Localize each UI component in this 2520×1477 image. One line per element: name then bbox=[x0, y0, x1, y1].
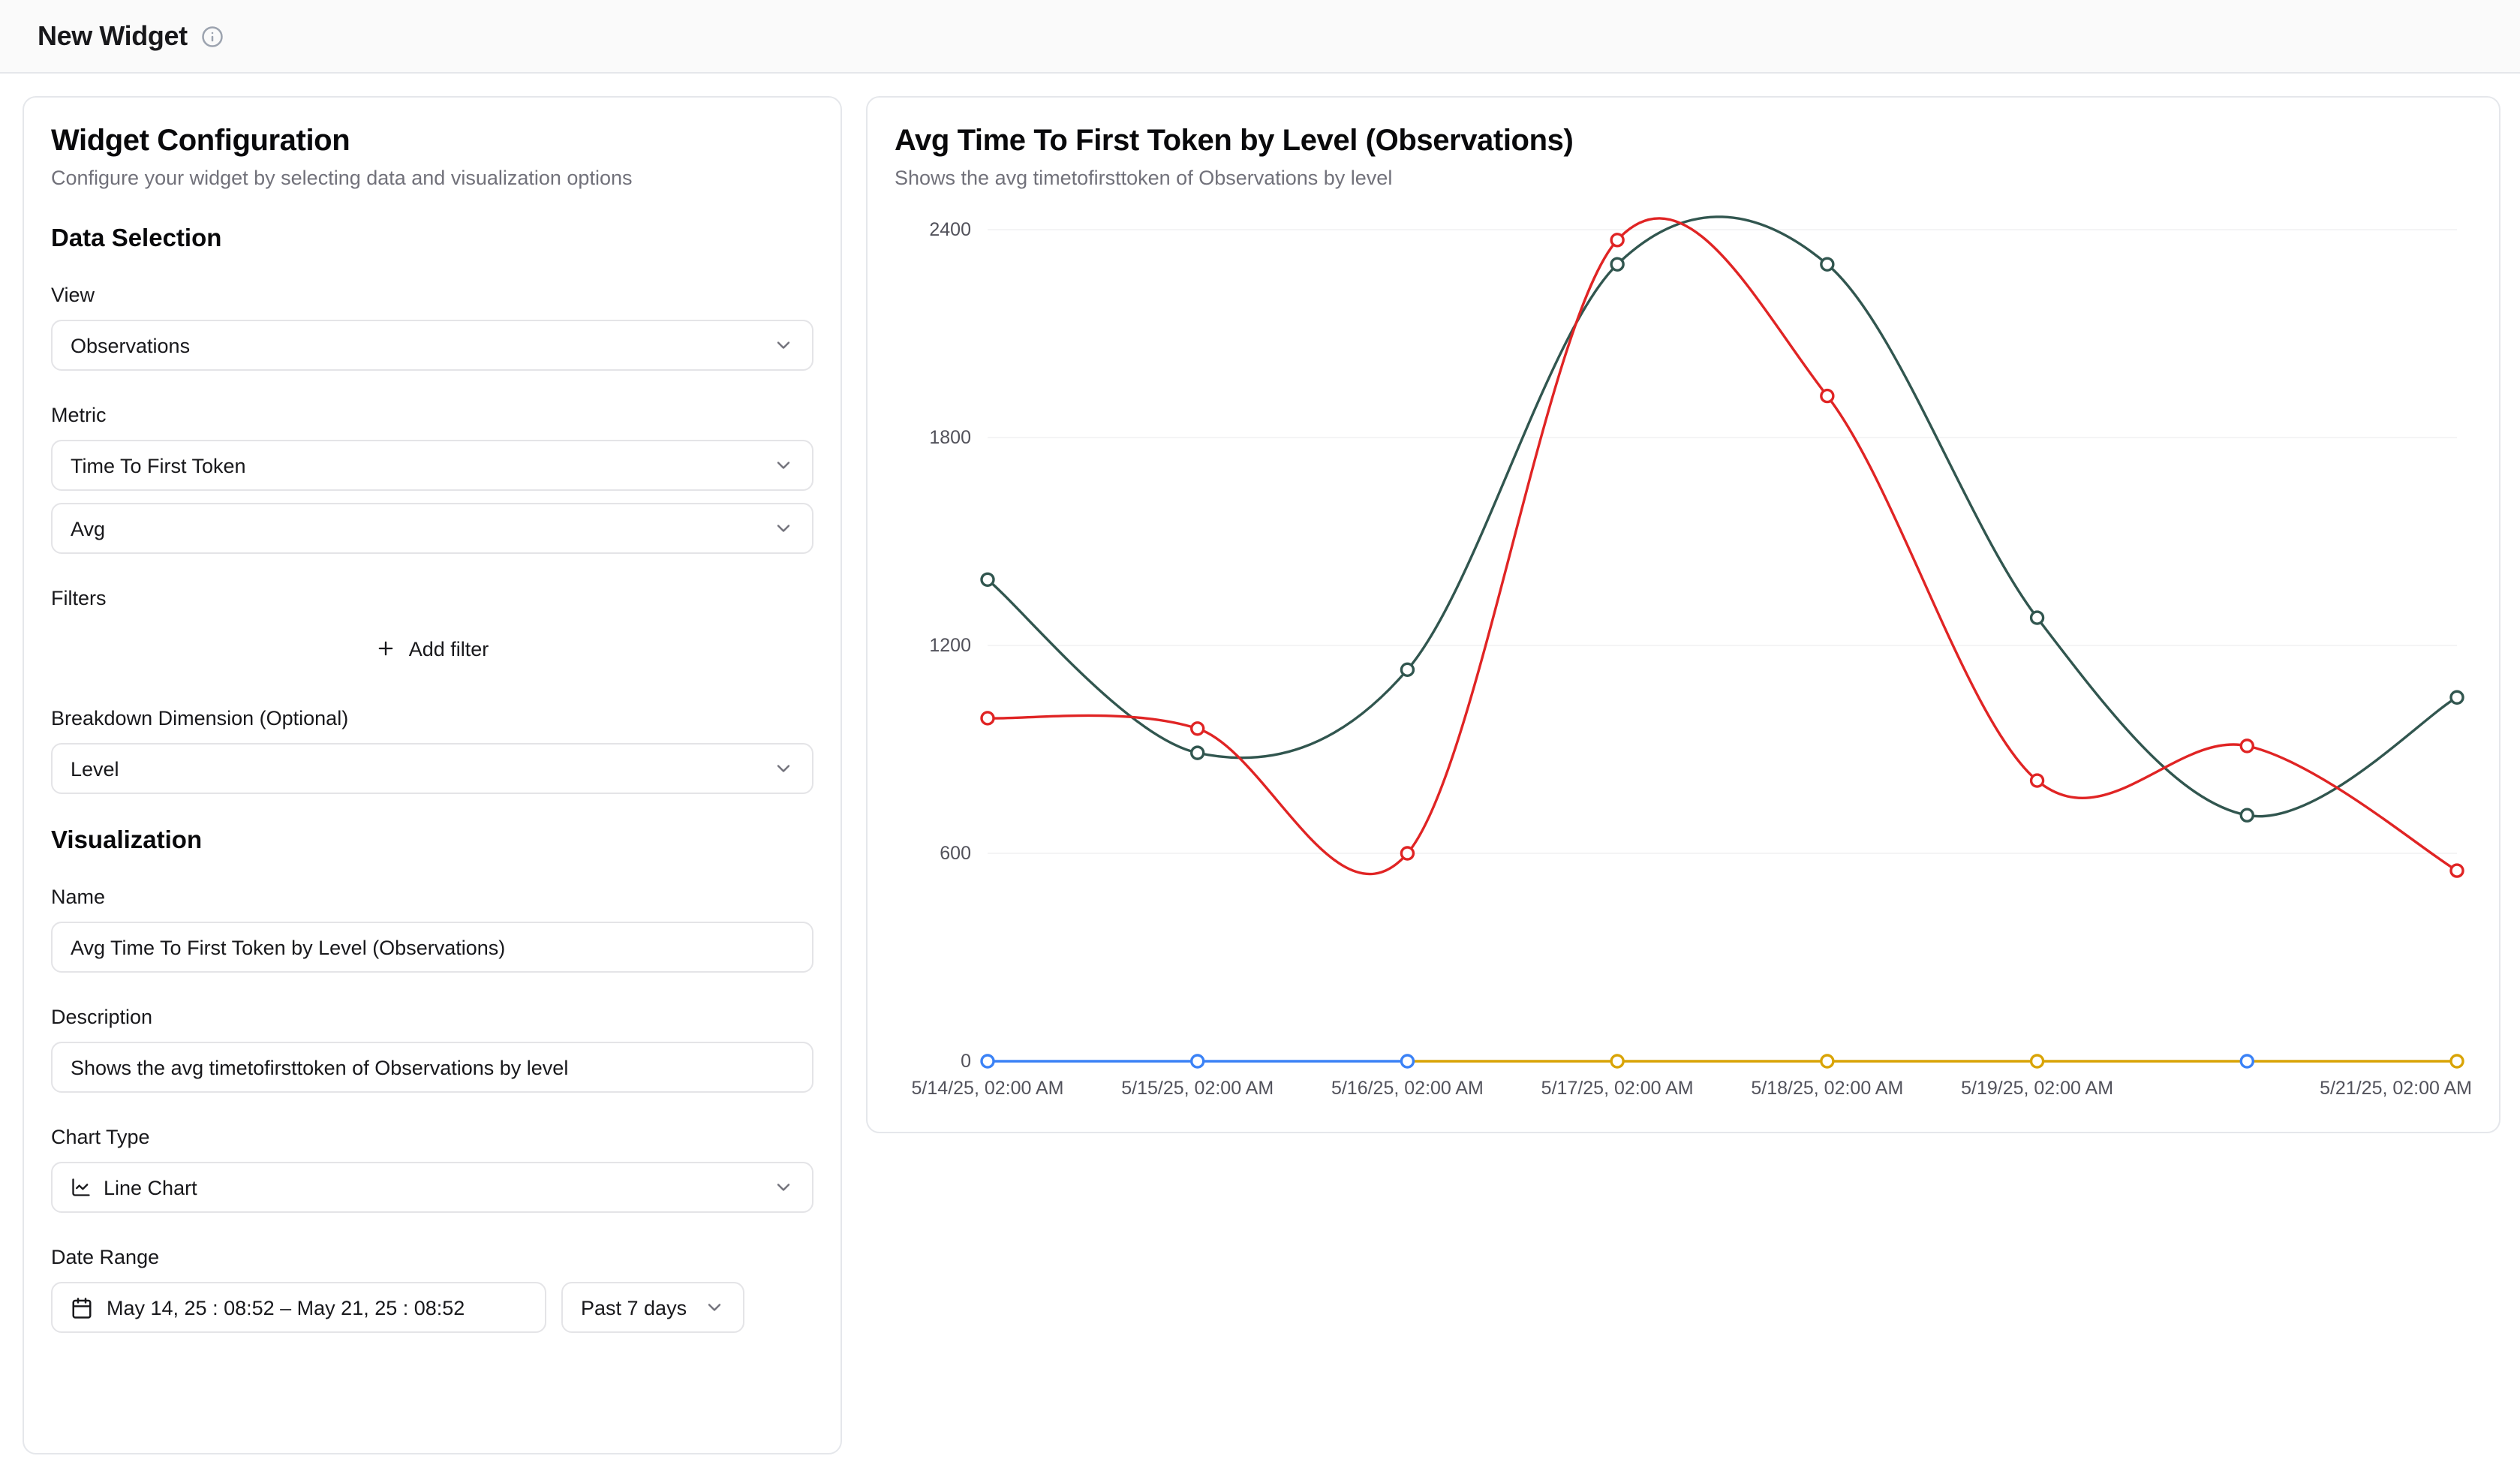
data-point-teal bbox=[2449, 690, 2464, 705]
x-axis-tick-label: 5/18/25, 02:00 AM bbox=[1751, 1078, 1903, 1099]
data-point-amber bbox=[1820, 1054, 1835, 1069]
config-subtitle: Configure your widget by selecting data … bbox=[51, 167, 633, 189]
series-line-teal bbox=[986, 215, 2458, 818]
description-input[interactable] bbox=[51, 1042, 813, 1093]
y-axis-tick-label: 0 bbox=[961, 1051, 971, 1072]
page-header: New Widget bbox=[0, 0, 2520, 74]
view-select[interactable]: Observations bbox=[51, 320, 813, 371]
series-line-red bbox=[987, 217, 2458, 876]
breakdown-field: Breakdown Dimension (Optional) Level bbox=[51, 707, 813, 794]
data-point-blue bbox=[980, 1054, 995, 1069]
visualization-heading: Visualization bbox=[51, 827, 203, 854]
data-point-red bbox=[1400, 846, 1415, 861]
chevron-down-icon bbox=[704, 1297, 725, 1318]
y-axis-tick-label: 600 bbox=[940, 843, 971, 864]
data-point-teal bbox=[1820, 257, 1835, 272]
description-label: Description bbox=[51, 1006, 153, 1028]
data-point-teal bbox=[2029, 610, 2045, 625]
data-point-red bbox=[980, 711, 995, 726]
chevron-down-icon bbox=[773, 455, 794, 476]
chart-title: Avg Time To First Token by Level (Observ… bbox=[895, 125, 1574, 158]
page-title: New Widget bbox=[38, 20, 188, 50]
breakdown-select-value: Level bbox=[71, 757, 119, 780]
line-chart[interactable]: 0 600 1200 1800 2400 5/14/25, 02:00 AM 5/15/25… bbox=[895, 207, 2472, 1108]
data-selection-heading: Data Selection bbox=[51, 225, 222, 252]
date-range-value: May 14, 25 : 08:52 – May 21, 25 : 08:52 bbox=[107, 1296, 465, 1319]
data-point-blue bbox=[2239, 1054, 2254, 1069]
description-field: Description bbox=[51, 1006, 813, 1093]
chevron-down-icon bbox=[773, 1177, 794, 1198]
date-range-field: Date Range May 14, 25 : 08:52 – May 21, … bbox=[51, 1246, 813, 1333]
chart-type-field: Chart Type Line Chart bbox=[51, 1126, 813, 1213]
data-point-amber bbox=[2449, 1054, 2464, 1069]
chevron-down-icon bbox=[773, 518, 794, 539]
breakdown-label: Breakdown Dimension (Optional) bbox=[51, 707, 349, 729]
y-axis-tick-label: 1200 bbox=[929, 635, 971, 656]
aggregation-select-value: Avg bbox=[71, 517, 106, 540]
calendar-icon bbox=[71, 1296, 93, 1319]
aggregation-select[interactable]: Avg bbox=[51, 503, 813, 554]
x-axis-tick-label: 5/14/25, 02:00 AM bbox=[912, 1078, 1064, 1099]
date-preset-value: Past 7 days bbox=[581, 1296, 687, 1319]
x-axis-tick-label: 5/21/25, 02:00 AM bbox=[2320, 1078, 2472, 1099]
data-point-red bbox=[2449, 863, 2464, 878]
view-label: View bbox=[51, 284, 95, 306]
metric-label: Metric bbox=[51, 404, 107, 426]
line-chart-icon bbox=[71, 1177, 92, 1198]
x-axis-tick-label: 5/17/25, 02:00 AM bbox=[1541, 1078, 1694, 1099]
x-axis-tick-label: 5/15/25, 02:00 AM bbox=[1121, 1078, 1274, 1099]
date-range-label: Date Range bbox=[51, 1246, 160, 1268]
data-point-amber bbox=[2029, 1054, 2045, 1069]
chart-type-label: Chart Type bbox=[51, 1126, 150, 1148]
metric-field: Metric Time To First Token Avg bbox=[51, 404, 813, 554]
data-point-teal bbox=[980, 572, 995, 587]
add-filter-button[interactable]: Add filter bbox=[51, 623, 813, 674]
line-chart-svg: 0 600 1200 1800 2400 5/14/25, 02:00 AM 5/15/25… bbox=[912, 215, 2472, 1099]
view-field: View Observations bbox=[51, 284, 813, 371]
chart-subtitle: Shows the avg timetofirsttoken of Observ… bbox=[895, 167, 1393, 189]
data-point-red bbox=[2239, 738, 2254, 754]
data-point-red bbox=[1820, 388, 1835, 404]
name-field: Name bbox=[51, 886, 813, 973]
data-point-blue bbox=[1400, 1054, 1415, 1069]
y-axis-tick-label: 1800 bbox=[929, 427, 971, 448]
breakdown-select[interactable]: Level bbox=[51, 743, 813, 794]
name-input[interactable] bbox=[51, 922, 813, 973]
filters-field: Filters Add filter bbox=[51, 587, 813, 674]
date-preset-select[interactable]: Past 7 days bbox=[561, 1282, 744, 1333]
chart-preview-panel: Avg Time To First Token by Level (Observ… bbox=[866, 96, 2500, 1133]
data-point-amber bbox=[1610, 1054, 1625, 1069]
data-point-red bbox=[1190, 721, 1205, 736]
x-axis-tick-label: 5/19/25, 02:00 AM bbox=[1961, 1078, 2113, 1099]
data-point-teal bbox=[2239, 808, 2254, 823]
metric-select[interactable]: Time To First Token bbox=[51, 440, 813, 491]
data-point-blue bbox=[1190, 1054, 1205, 1069]
chart-type-select[interactable]: Line Chart bbox=[51, 1162, 813, 1213]
config-title: Widget Configuration bbox=[51, 125, 350, 158]
data-point-teal bbox=[1610, 257, 1625, 272]
data-point-red bbox=[1610, 233, 1625, 248]
chevron-down-icon bbox=[773, 758, 794, 779]
info-icon[interactable] bbox=[201, 25, 224, 47]
chevron-down-icon bbox=[773, 335, 794, 356]
data-point-teal bbox=[1190, 745, 1205, 760]
plus-icon bbox=[376, 638, 397, 659]
main-content: Widget Configuration Configure your widg… bbox=[0, 74, 2520, 1477]
widget-configuration-panel: Widget Configuration Configure your widg… bbox=[23, 96, 842, 1454]
metric-select-value: Time To First Token bbox=[71, 454, 246, 477]
filters-label: Filters bbox=[51, 587, 107, 609]
date-range-button[interactable]: May 14, 25 : 08:52 – May 21, 25 : 08:52 bbox=[51, 1282, 546, 1333]
x-axis-tick-label: 5/16/25, 02:00 AM bbox=[1331, 1078, 1484, 1099]
chart-type-select-value: Line Chart bbox=[104, 1176, 197, 1199]
view-select-value: Observations bbox=[71, 334, 191, 356]
data-point-teal bbox=[1400, 662, 1415, 678]
add-filter-label: Add filter bbox=[408, 637, 489, 660]
name-label: Name bbox=[51, 886, 106, 908]
data-point-red bbox=[2029, 773, 2045, 788]
y-axis-tick-label: 2400 bbox=[929, 219, 971, 240]
